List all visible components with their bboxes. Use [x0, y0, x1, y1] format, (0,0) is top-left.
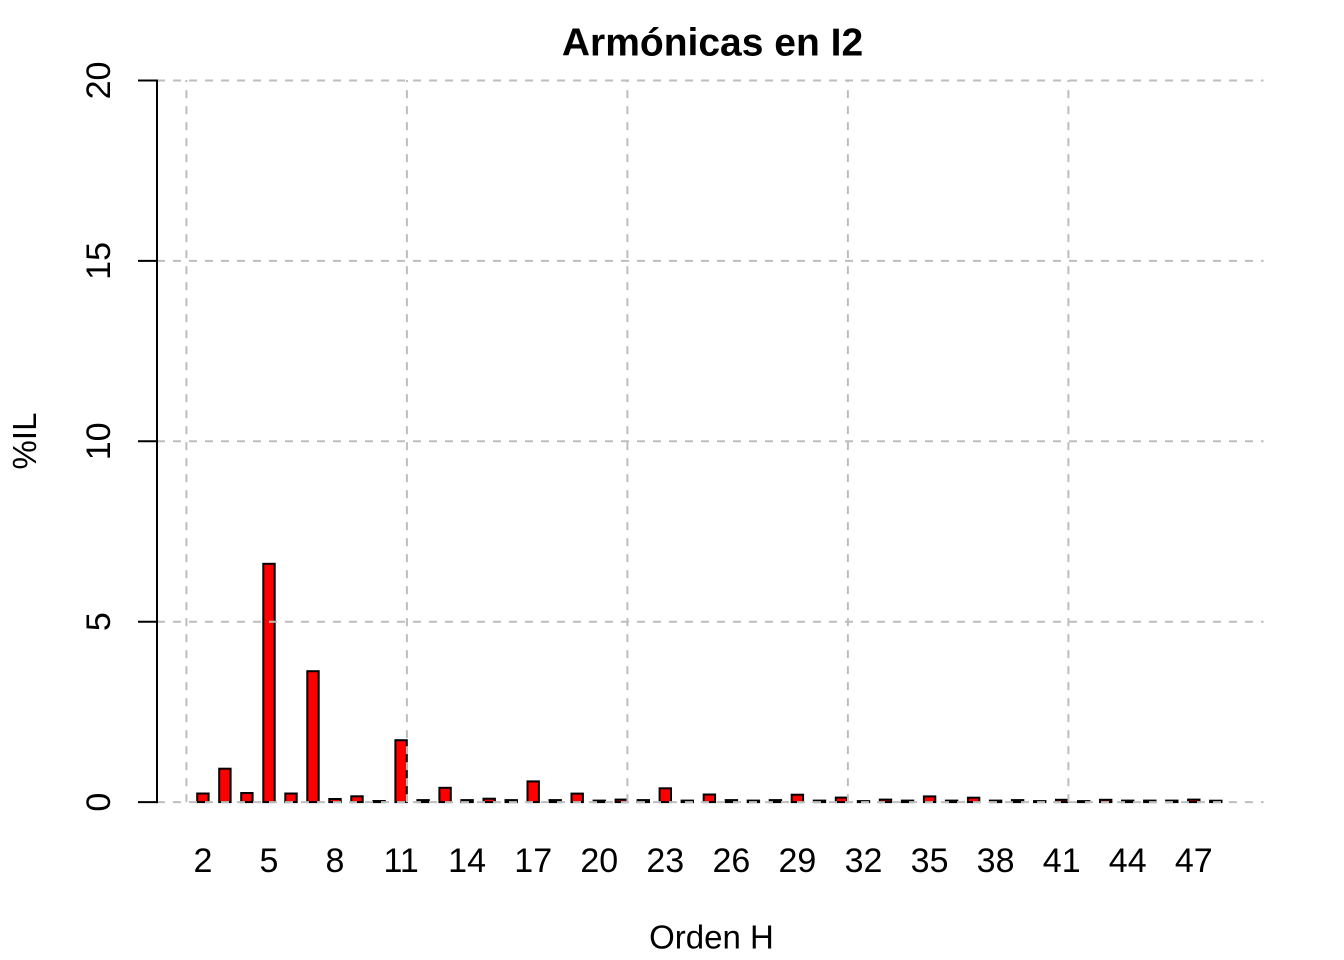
svg-text:29: 29 [778, 842, 816, 880]
svg-text:47: 47 [1175, 842, 1213, 880]
svg-text:2: 2 [193, 842, 212, 880]
svg-text:38: 38 [977, 842, 1015, 880]
svg-text:8: 8 [326, 842, 345, 880]
svg-text:14: 14 [448, 842, 486, 880]
svg-text:10: 10 [80, 422, 118, 460]
svg-text:15: 15 [80, 242, 118, 280]
svg-text:11: 11 [383, 842, 418, 880]
svg-text:35: 35 [911, 842, 949, 880]
svg-text:26: 26 [712, 842, 750, 880]
svg-text:5: 5 [260, 842, 279, 880]
svg-text:20: 20 [80, 62, 118, 100]
svg-text:Orden H: Orden H [649, 918, 774, 955]
svg-text:23: 23 [646, 842, 684, 880]
svg-text:0: 0 [80, 793, 118, 812]
svg-text:32: 32 [845, 842, 883, 880]
svg-text:41: 41 [1043, 842, 1081, 880]
svg-text:44: 44 [1109, 842, 1147, 880]
svg-text:Armónicas en I2: Armónicas en I2 [562, 22, 863, 65]
svg-text:17: 17 [514, 842, 552, 880]
svg-text:20: 20 [580, 842, 618, 880]
svg-text:5: 5 [80, 612, 118, 631]
svg-text:%IL: %IL [6, 413, 43, 470]
